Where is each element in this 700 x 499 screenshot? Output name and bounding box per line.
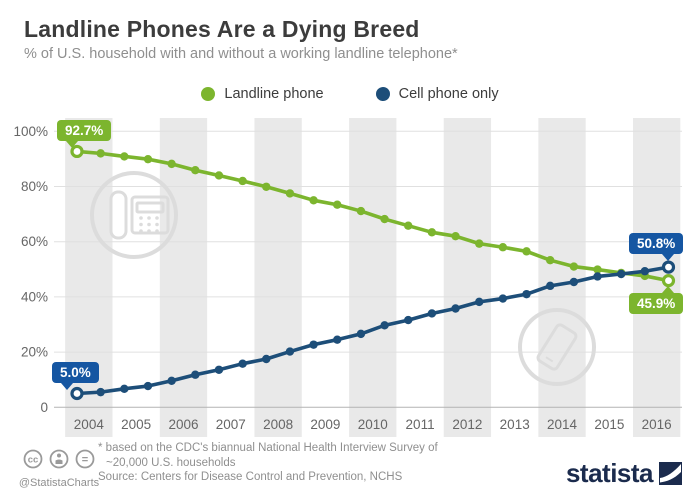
statista-logo-text: statista — [565, 458, 654, 488]
cell-end-value-badge: 50.8% — [629, 233, 684, 261]
svg-text:2008: 2008 — [263, 417, 293, 432]
landline-end-value-badge: 45.9% — [629, 286, 684, 314]
svg-text:2004: 2004 — [74, 417, 105, 432]
line-chart: 100% 80% 60% 40% 20% 0 2004 2005 2006 2007 2008 200… — [0, 108, 700, 448]
smartphone-watermark-icon — [518, 308, 596, 386]
cell-start-value-badge: 5.0% — [52, 362, 99, 390]
legend-label-landline: Landline phone — [224, 86, 324, 102]
legend: Landline phone Cell phone only — [0, 86, 700, 102]
landline-start-value-badge: 92.7% — [57, 120, 112, 148]
statista-logo: statista — [566, 458, 682, 489]
source-line: Source: Centers for Disease Control and … — [98, 471, 403, 483]
svg-text:40%: 40% — [21, 289, 48, 304]
cell-legend-dot-icon — [375, 87, 390, 101]
svg-text:2009: 2009 — [310, 417, 340, 432]
svg-text:20%: 20% — [21, 345, 48, 360]
chart-series-layer — [70, 144, 676, 401]
footnote: * based on the CDC's biannual National H… — [98, 441, 438, 471]
page-subtitle: % of U.S. household with and without a w… — [24, 46, 458, 62]
svg-text:2006: 2006 — [168, 417, 198, 432]
svg-text:2012: 2012 — [452, 417, 482, 432]
creative-commons-credits: cc = @StatistaCharts — [16, 448, 102, 489]
svg-text:2010: 2010 — [358, 417, 388, 432]
chart-canvas: 100% 80% 60% 40% 20% 0 2004 2005 2006 2007 2008 200… — [13, 118, 682, 437]
cc-license-icons: cc = — [23, 449, 95, 469]
page-title: Landline Phones Are a Dying Breed — [24, 16, 420, 42]
svg-text:2007: 2007 — [216, 417, 246, 432]
landline-legend-dot-icon — [201, 87, 216, 101]
svg-text:cc: cc — [28, 455, 39, 466]
statista-logo-mark-icon — [659, 462, 682, 485]
legend-label-cell: Cell phone only — [398, 86, 499, 102]
svg-text:=: = — [82, 454, 88, 466]
cc-by-person-icon — [55, 453, 63, 464]
svg-text:0: 0 — [40, 400, 48, 415]
svg-text:100%: 100% — [13, 124, 48, 139]
cc-icon: cc — [28, 455, 39, 466]
landline-phone-watermark-icon — [90, 171, 178, 259]
svg-text:2014: 2014 — [547, 417, 578, 432]
statista-charts-handle: @StatistaCharts — [18, 477, 100, 489]
legend-item-cell: Cell phone only — [375, 86, 499, 102]
svg-text:2011: 2011 — [406, 417, 435, 432]
svg-text:2013: 2013 — [500, 417, 530, 432]
svg-text:80%: 80% — [21, 179, 48, 194]
svg-text:60%: 60% — [21, 234, 48, 249]
svg-text:2016: 2016 — [642, 417, 672, 432]
cc-nd-icon: = — [82, 454, 88, 466]
svg-text:2005: 2005 — [121, 417, 151, 432]
legend-item-landline: Landline phone — [201, 86, 324, 102]
footnote-line1: * based on the CDC's biannual National H… — [98, 442, 438, 454]
footnote-line2: ~20,000 U.S. households — [106, 457, 236, 469]
svg-text:2015: 2015 — [594, 417, 624, 432]
